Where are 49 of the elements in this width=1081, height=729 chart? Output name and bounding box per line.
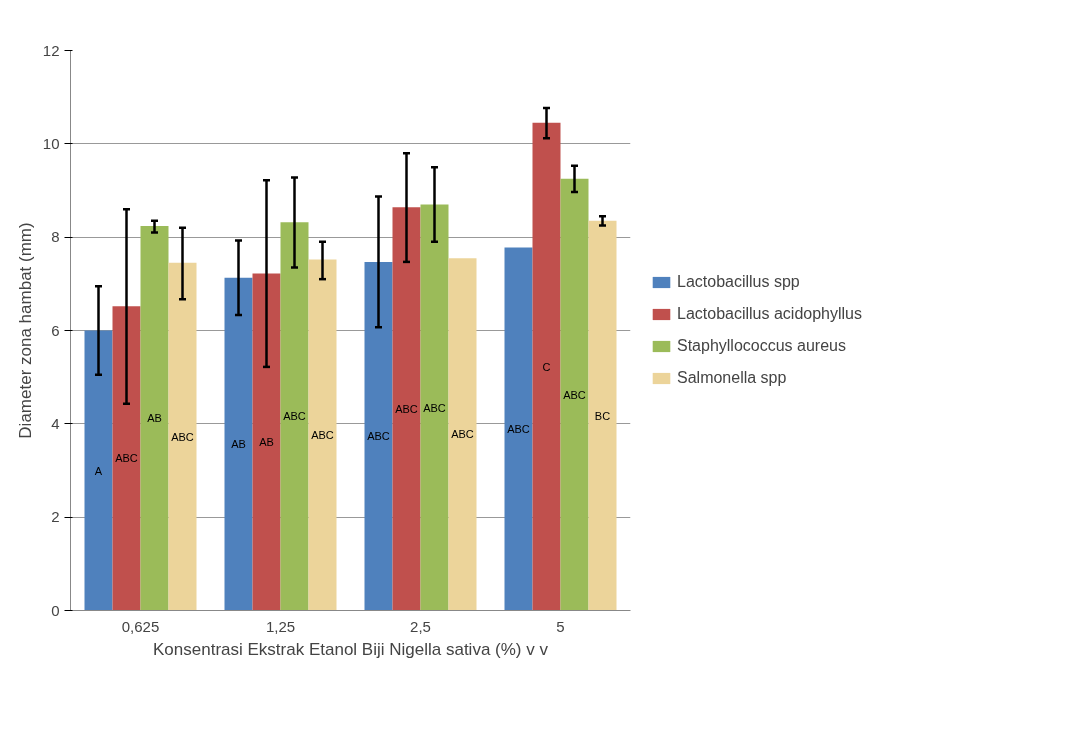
data-label: ABC: [423, 401, 446, 414]
bar: [420, 204, 449, 611]
bar: [560, 178, 589, 611]
bar: [84, 330, 113, 611]
bar: [504, 247, 533, 611]
data-label: ABC: [395, 402, 418, 415]
bar: [280, 222, 309, 611]
bar: [224, 277, 253, 611]
y-tick-label: 0: [51, 601, 60, 619]
bar: [392, 207, 421, 611]
data-label: ABC: [507, 422, 530, 435]
data-label: BC: [594, 409, 611, 422]
bar: [140, 225, 169, 611]
y-tick-label: 12: [42, 41, 60, 59]
bar: [588, 220, 617, 611]
bar: [252, 273, 281, 611]
legend-label: Lactobacillus spp: [677, 273, 800, 291]
data-label: ABC: [115, 452, 138, 465]
x-tick-label: 2,5: [410, 617, 431, 635]
bar: [168, 262, 197, 611]
y-tick-label: 6: [51, 321, 60, 339]
data-label: ABC: [451, 428, 474, 441]
bar: [532, 122, 561, 611]
x-tick-label: 1,25: [265, 617, 296, 635]
data-label: AB: [259, 436, 274, 449]
data-label: ABC: [283, 410, 306, 423]
x-tick-label: 0,625: [121, 617, 160, 635]
legend-label: Staphyllococcus aureus: [677, 337, 846, 355]
data-label: C: [542, 360, 551, 373]
bar: [112, 306, 141, 611]
y-axis-title: Diameter zona hambat (mm): [15, 222, 35, 439]
data-label: ABC: [367, 430, 390, 443]
data-label: ABC: [171, 430, 194, 443]
y-tick-label: 2: [51, 508, 60, 526]
data-label: A: [94, 464, 103, 477]
legend-label: Salmonella spp: [677, 369, 787, 387]
bar: [448, 258, 477, 611]
bar: [308, 259, 337, 611]
data-label: ABC: [311, 429, 334, 442]
y-tick-label: 10: [42, 134, 60, 152]
bar: [364, 261, 393, 611]
x-axis-title: Konsentrasi Ekstrak Etanol Biji Nigella sativa (%) v v: [153, 639, 549, 659]
data-label: AB: [231, 438, 246, 451]
y-tick-label: 4: [51, 414, 60, 432]
data-label: ABC: [563, 388, 586, 401]
data-label: AB: [147, 412, 162, 425]
legend-label: Lactobacillus acidophyllus: [677, 305, 862, 323]
x-tick-label: 5: [556, 617, 565, 635]
y-tick-label: 8: [51, 228, 60, 246]
